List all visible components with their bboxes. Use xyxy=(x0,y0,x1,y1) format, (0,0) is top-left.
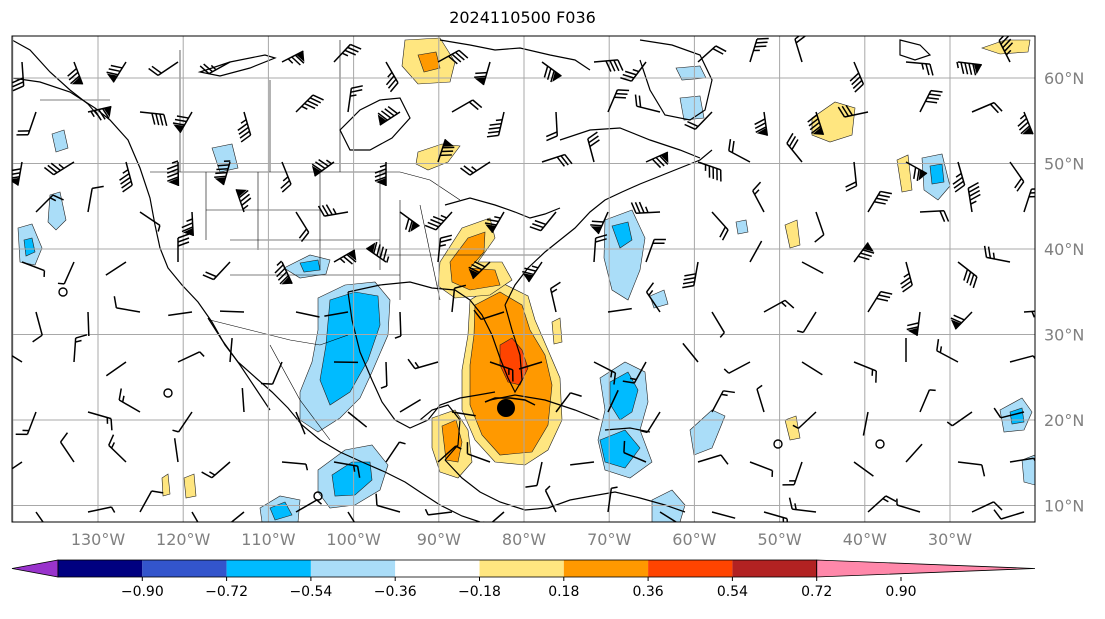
negative-anomaly-region-north-3-core xyxy=(930,164,944,184)
colorbar-tick-label: −0.18 xyxy=(458,584,501,600)
wind-barb xyxy=(220,311,244,312)
colorbar-tick-label: 0.36 xyxy=(633,584,664,600)
longitude-label: 70°W xyxy=(587,530,631,549)
longitude-label: 110°W xyxy=(241,530,296,549)
longitude-label: 120°W xyxy=(156,530,211,549)
colorbar-extend-left xyxy=(12,560,58,577)
colorbar-tick-label: −0.72 xyxy=(205,584,248,600)
longitude-label: 130°W xyxy=(71,530,126,549)
longitude-label: 50°W xyxy=(758,530,802,549)
storm-center-marker xyxy=(497,399,515,417)
latitude-label: 50°N xyxy=(1044,155,1084,174)
colorbar-tick-label: 0.72 xyxy=(801,584,832,600)
positive-anomaly-small-7 xyxy=(552,318,562,344)
colorbar-tick-label: 0.54 xyxy=(717,584,748,600)
longitude-label: 60°W xyxy=(672,530,716,549)
colorbar-tick-label: −0.90 xyxy=(121,584,164,600)
chart-title: 2024110500 F036 xyxy=(0,8,1045,27)
colorbar-segment xyxy=(311,560,395,577)
longitude-label: 30°W xyxy=(928,530,972,549)
colorbar-segment xyxy=(648,560,732,577)
latitude-label: 10°N xyxy=(1044,497,1084,516)
colorbar-tick-label: −0.36 xyxy=(374,584,417,600)
colorbar-segment xyxy=(142,560,226,577)
latitude-label: 60°N xyxy=(1044,69,1084,88)
latitude-labels: 60°N 50°N 40°N 30°N 20°N 10°N xyxy=(1044,69,1084,516)
longitude-label: 90°W xyxy=(417,530,461,549)
colorbar: −0.90 −0.72 −0.54 −0.36 −0.18 0.18 0.36 0.54 0.7… xyxy=(12,560,1035,600)
colorbar-tick-label: 0.18 xyxy=(548,584,579,600)
longitude-labels: 130°W 120°W 110°W 100°W 90°W 80°W 70°W 60°W 50°W… xyxy=(71,530,972,549)
negative-anomaly-region-small-atl2 xyxy=(736,220,748,234)
colorbar-segment xyxy=(480,560,564,577)
latitude-label: 30°N xyxy=(1044,326,1084,345)
colorbar-segment xyxy=(395,560,479,577)
longitude-label: 40°W xyxy=(843,530,887,549)
wind-barb xyxy=(88,312,89,336)
longitude-label: 80°W xyxy=(502,530,546,549)
colorbar-tick-label: −0.54 xyxy=(289,584,332,600)
colorbar-segment xyxy=(732,560,816,577)
colorbar-extend-right xyxy=(817,560,1035,577)
positive-anomaly-small-8 xyxy=(184,474,196,498)
colorbar-segment xyxy=(58,560,142,577)
colorbar-tick-label: 0.90 xyxy=(885,584,916,600)
latitude-label: 20°N xyxy=(1044,411,1084,430)
colorbar-segment xyxy=(564,560,648,577)
colorbar-segment xyxy=(227,560,311,577)
longitude-label: 100°W xyxy=(326,530,381,549)
negative-anomaly-region-north-2 xyxy=(680,96,704,120)
latitude-label: 40°N xyxy=(1044,240,1084,259)
